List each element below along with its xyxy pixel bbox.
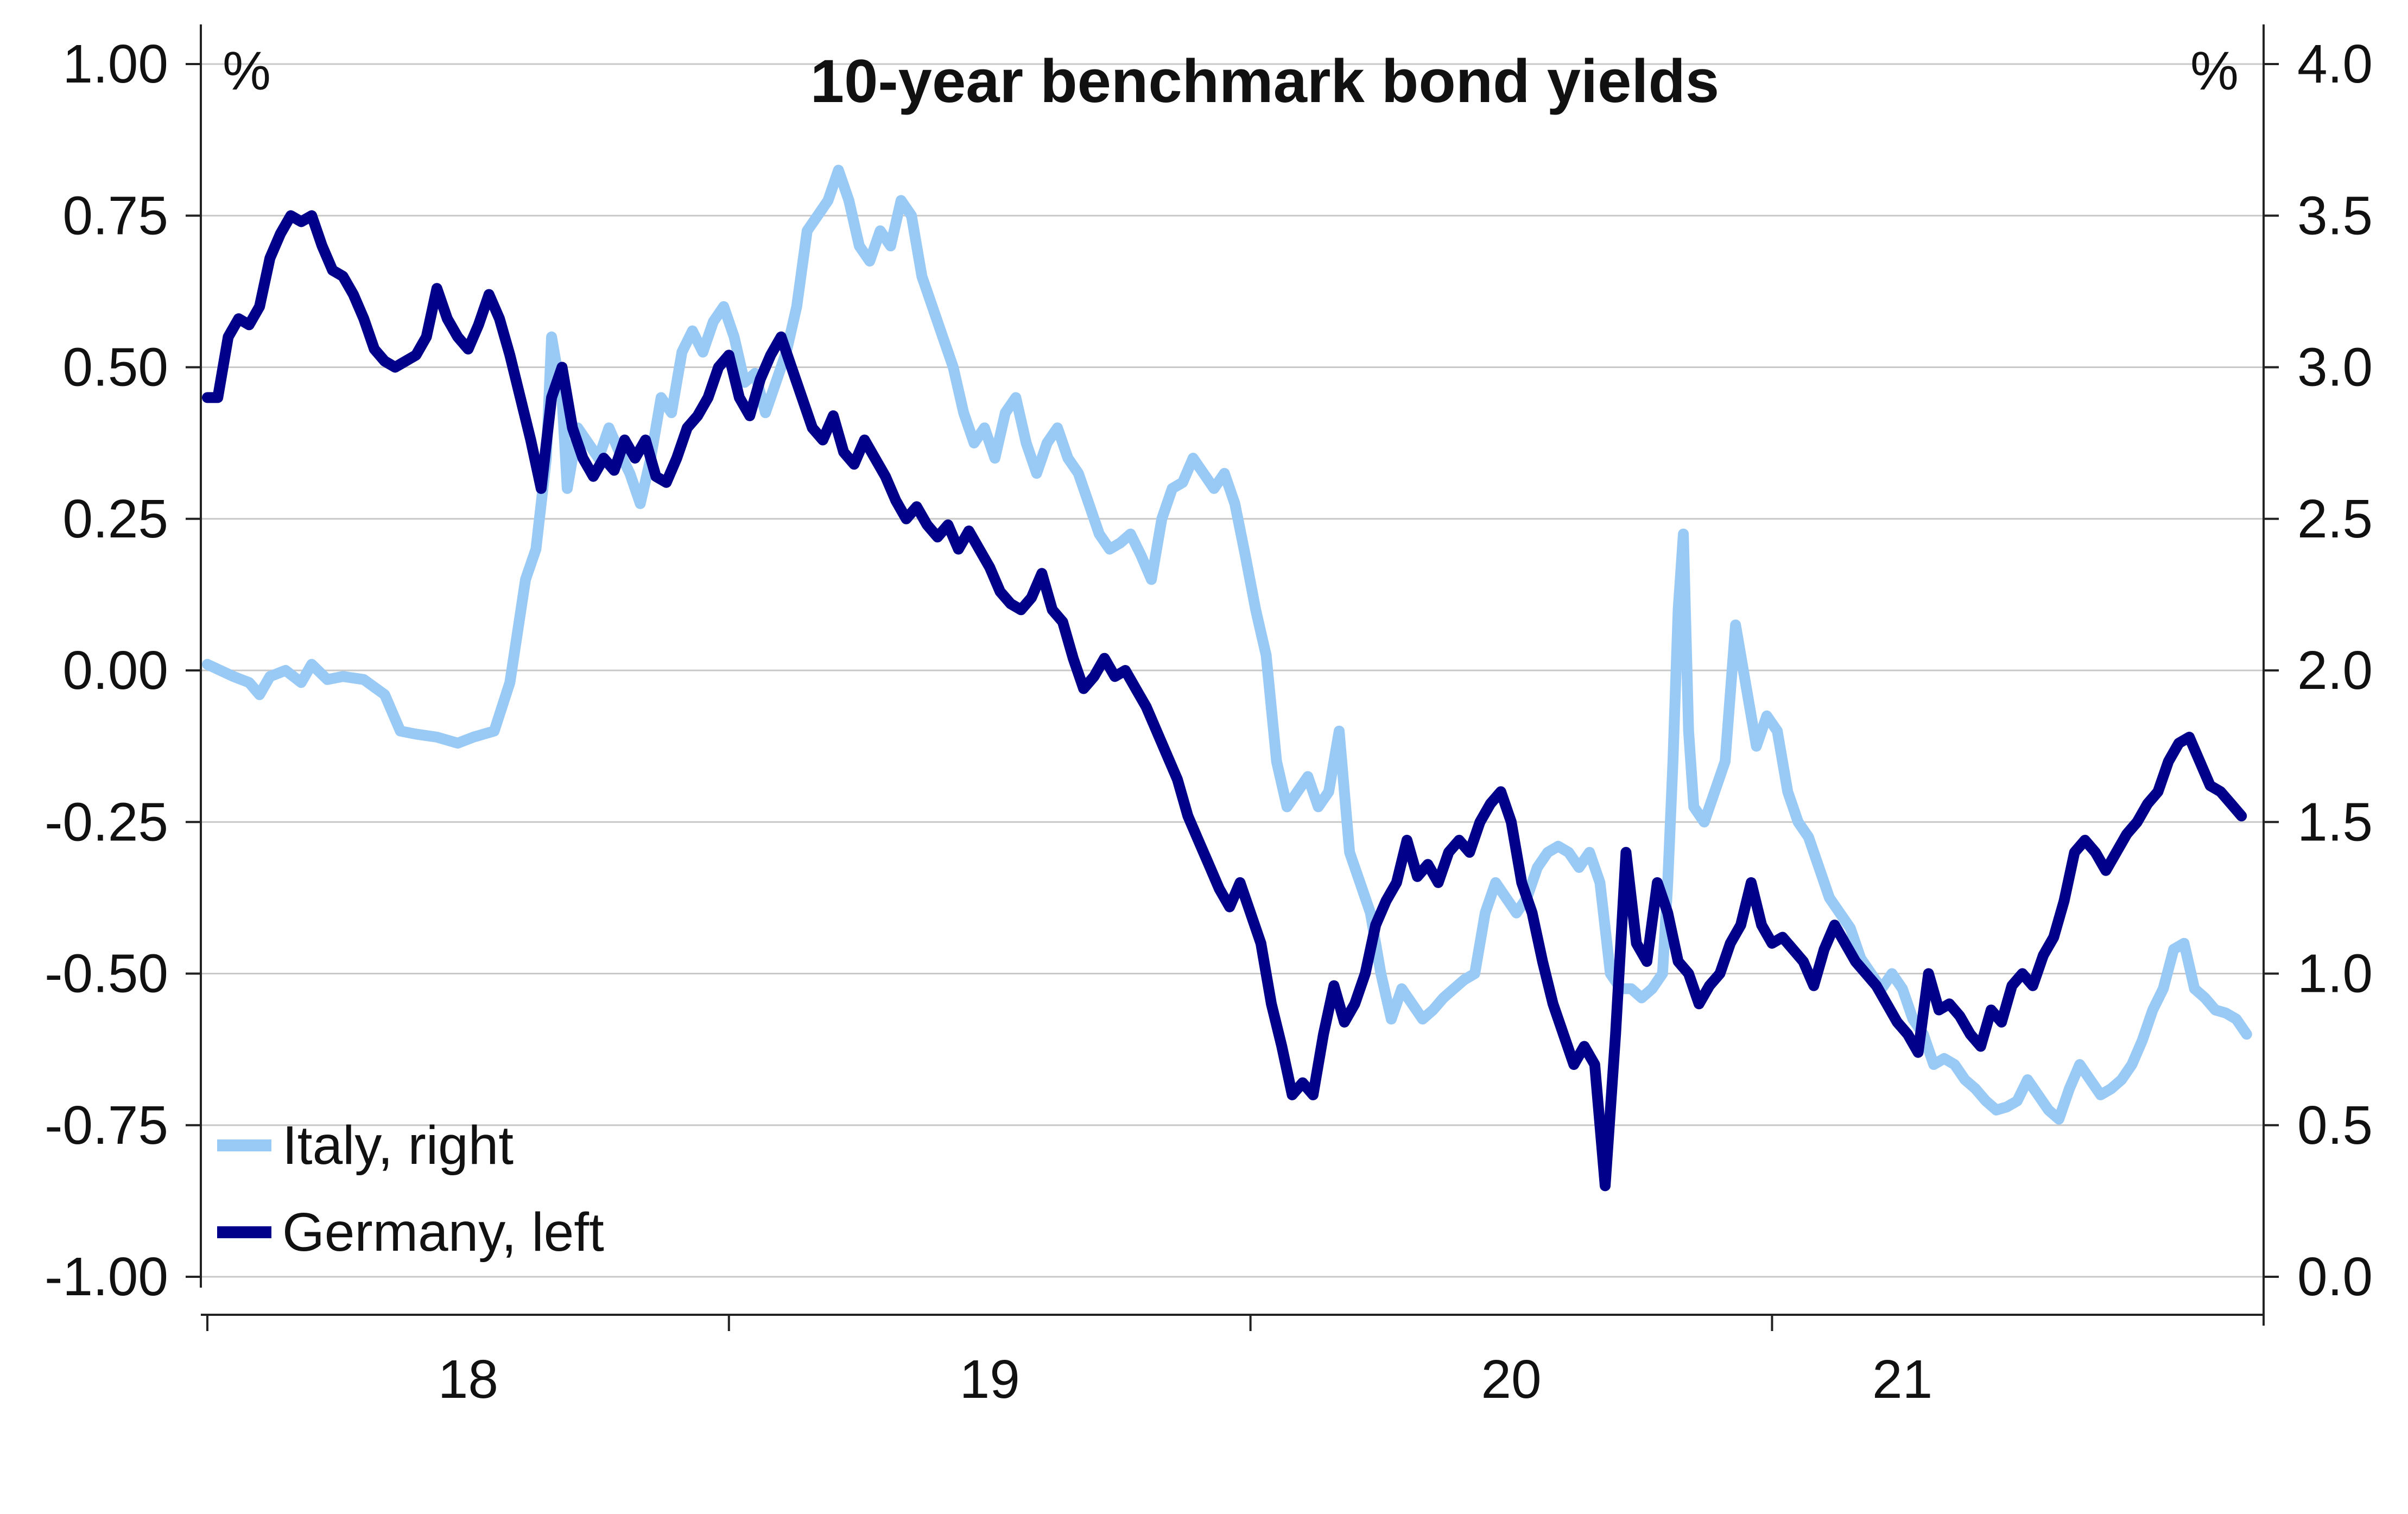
left-axis-tick-label: -0.75 [45,1095,168,1156]
right-axis-tick-label: 1.5 [2297,791,2373,852]
left-axis-tick-label: 0.25 [62,489,168,549]
left-axis-tick-label: -1.00 [45,1246,168,1307]
legend-label: Germany, left [282,1202,604,1263]
left-axis-tick-label: -0.50 [45,943,168,1004]
legend-label: Italy, right [282,1115,514,1176]
right-axis-tick-label: 2.0 [2297,640,2373,701]
right-axis-tick-label: 0.0 [2297,1246,2373,1307]
axes: 1.00 0.75 0.50 0.25 0.00 -0.25 -0.50 -0.75 -1.00… [45,24,2373,1410]
left-axis-tick-label: 0.50 [62,337,168,398]
x-axis-tick-label: 19 [960,1349,1020,1410]
right-axis-unit: % [2190,41,2239,102]
right-axis-tick-label: 4.0 [2297,34,2373,94]
legend: Italy, right Germany, left [217,1115,604,1263]
left-axis-tick-label: 0.75 [62,185,168,246]
series-lines [202,164,2252,1192]
x-axis-tick-label: 18 [438,1349,498,1410]
left-axis-tick-label: 0.00 [62,640,168,701]
left-axis-unit: % [223,41,271,102]
right-axis-tick-label: 3.5 [2297,185,2373,246]
right-axis-tick-label: 3.0 [2297,337,2373,398]
x-axis-tick-label: 20 [1481,1349,1541,1410]
chart-title: 10-year benchmark bond yields [810,47,1719,115]
series-line-italy [202,164,2252,1125]
left-axis-tick-label: 1.00 [62,34,168,94]
left-axis-tick-label: -0.25 [45,791,168,852]
right-axis-tick-label: 2.5 [2297,489,2373,549]
x-axis-tick-label: 21 [1872,1349,1932,1410]
series-line-germany [202,210,2247,1192]
right-axis-tick-label: 1.0 [2297,943,2373,1004]
right-axis-tick-label: 0.5 [2297,1095,2373,1156]
